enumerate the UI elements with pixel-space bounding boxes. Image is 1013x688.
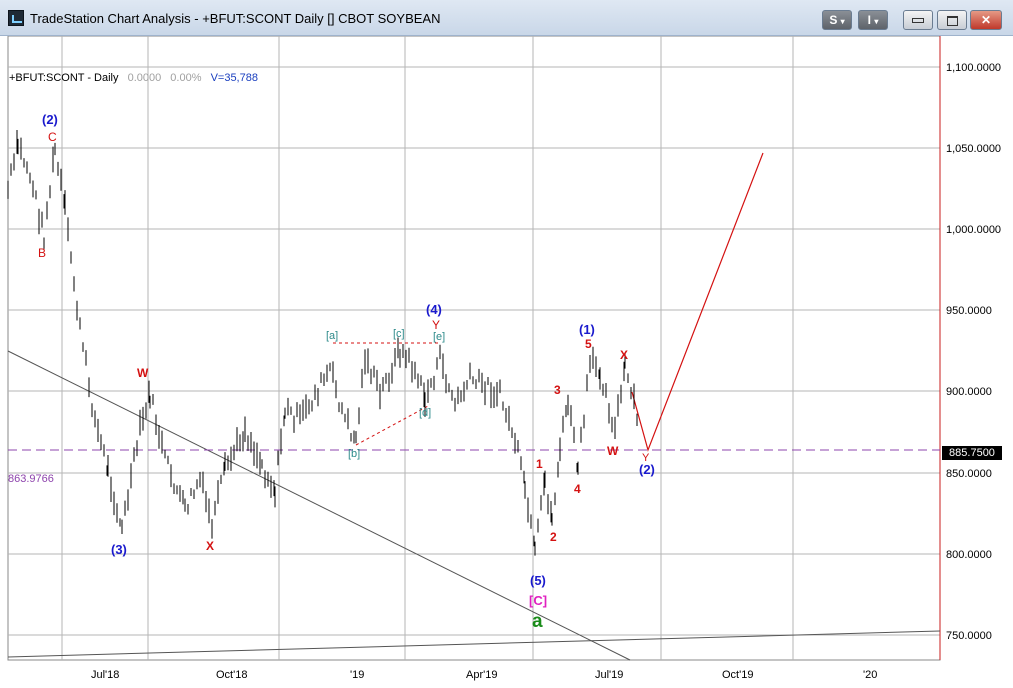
wave-label-sub-c: [c] <box>393 328 405 340</box>
s-menu-button[interactable]: S ▾ <box>822 10 852 30</box>
wave-label-2-major: (2) <box>42 112 58 127</box>
wave-label-sub-e: [e] <box>433 331 445 343</box>
wave-label-y2: Y <box>642 452 650 464</box>
trendline-down[interactable] <box>7 350 631 661</box>
trendline-lower[interactable] <box>7 630 941 658</box>
window-title: TradeStation Chart Analysis - +BFUT:SCON… <box>30 11 441 26</box>
price-tick-label: 800.0000 <box>946 549 992 561</box>
time-tick-label: Jul'18 <box>91 669 119 681</box>
title-bar: TradeStation Chart Analysis - +BFUT:SCON… <box>0 0 1013 36</box>
minimize-button[interactable] <box>903 10 933 30</box>
wave-label-a: a <box>532 611 543 632</box>
wave-label-1-major: (1) <box>579 322 595 337</box>
last-price-flag: 885.7500 <box>942 446 1002 460</box>
wave-label-2-end: (2) <box>639 462 655 477</box>
change-percent: 0.00% <box>170 72 202 84</box>
volume-value: V=35,788 <box>210 72 258 84</box>
wave-label-4: (4) <box>426 302 442 317</box>
price-tick-label: 950.0000 <box>946 305 992 317</box>
i-menu-label: I <box>867 13 871 27</box>
close-icon: ✕ <box>980 13 992 27</box>
price-tick-label: 900.0000 <box>946 386 992 398</box>
tradestation-app-icon <box>8 10 24 26</box>
wave-label-x2: X <box>620 348 628 362</box>
time-tick-label: Oct'19 <box>722 669 753 681</box>
wave-label-c-bracket: [C] <box>529 593 547 608</box>
wave-label-3: (3) <box>111 542 127 557</box>
time-tick-label: '19 <box>350 669 364 681</box>
symbol-label: +BFUT:SCONT - Daily <box>9 72 119 84</box>
time-axis: Jul'18 Oct'18 '19 Apr'19 Jul'19 Oct'19 '… <box>91 669 877 681</box>
time-tick-label: Apr'19 <box>466 669 497 681</box>
chart-area[interactable]: 1,100.0000 1,050.0000 1,000.0000 950.000… <box>0 36 1013 688</box>
wave-label-sub-a: [a] <box>326 330 338 342</box>
price-tick-label: 1,100.0000 <box>946 62 1001 74</box>
price-tick-label: 1,000.0000 <box>946 224 1001 236</box>
change-value: 0.0000 <box>127 72 162 84</box>
wave-label-c: C <box>48 130 57 144</box>
wave-label-2: 2 <box>550 530 557 544</box>
wave-label-w: W <box>137 366 149 380</box>
chevron-down-icon: ▾ <box>874 17 879 26</box>
price-tick-label: 850.0000 <box>946 468 992 480</box>
wave-label-4-minor: 4 <box>574 482 581 496</box>
grid-lines <box>8 36 940 660</box>
projection-path[interactable] <box>631 152 764 452</box>
wave-label-3-minor: 3 <box>554 383 561 397</box>
chevron-down-icon: ▾ <box>840 17 845 26</box>
close-button[interactable]: ✕ <box>970 10 1002 30</box>
wave-label-5: (5) <box>530 573 546 588</box>
wave-labels: (2) C B W X (3) [a] [b] [c] [d] [e] (4) … <box>38 112 655 632</box>
maximize-icon <box>946 15 958 26</box>
time-tick-label: Oct'18 <box>216 669 247 681</box>
wave-label-x: X <box>206 539 214 553</box>
wave-label-5-minor: 5 <box>585 337 592 351</box>
wave-label-sub-b: [b] <box>348 448 360 460</box>
price-chart[interactable]: 1,100.0000 1,050.0000 1,000.0000 950.000… <box>0 36 1013 688</box>
plot-frame <box>7 36 941 661</box>
wave-label-1: 1 <box>536 457 543 471</box>
reference-level-label: 863.9766 <box>8 473 54 485</box>
s-menu-label: S <box>829 13 838 27</box>
price-tick-label: 1,050.0000 <box>946 143 1001 155</box>
chart-legend: +BFUT:SCONT - Daily 0.0000 0.00% V=35,78… <box>9 72 258 84</box>
maximize-button[interactable] <box>937 10 967 30</box>
time-tick-label: '20 <box>863 669 877 681</box>
i-menu-button[interactable]: I ▾ <box>858 10 888 30</box>
wave-label-w2: W <box>607 444 619 458</box>
wave-label-y: Y <box>432 318 440 332</box>
wave-label-b: B <box>38 246 46 260</box>
triangle-lower-line <box>355 404 431 446</box>
time-tick-label: Jul'19 <box>595 669 623 681</box>
price-bars <box>7 130 638 556</box>
wave-label-sub-d: [d] <box>419 407 431 419</box>
price-tick-label: 750.0000 <box>946 630 992 642</box>
minimize-icon <box>912 18 924 24</box>
price-axis: 1,100.0000 1,050.0000 1,000.0000 950.000… <box>946 62 1001 642</box>
